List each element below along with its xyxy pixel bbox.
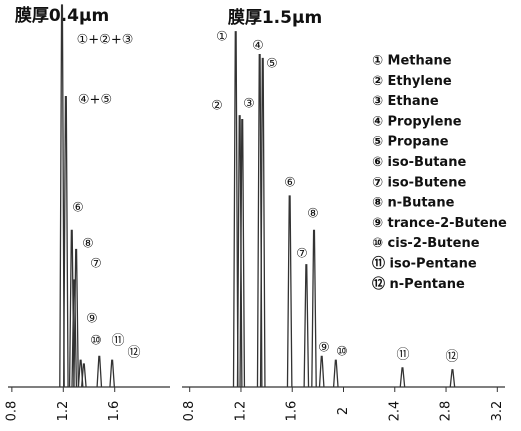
peak-label: ⑫ [445, 350, 458, 365]
legend-entry: ④ Propylene [372, 114, 462, 129]
x-tick-label: 1.6 [107, 401, 122, 422]
peak [311, 229, 317, 388]
x-tick-label: 3.2 [490, 401, 505, 422]
peak-label: ② [211, 99, 223, 114]
legend-entry: ⑪ iso-Pentane [372, 256, 477, 272]
peak [77, 359, 84, 388]
x-tick-label: 2 [336, 407, 351, 415]
peak-label: ⑦ [296, 247, 308, 262]
chart-title: 膜厚1.5μm [228, 7, 322, 28]
peak [71, 279, 78, 388]
peak [318, 355, 325, 388]
peak [232, 31, 239, 388]
peak-label: ⑪ [111, 334, 124, 349]
x-tick-label: 2.8 [439, 401, 454, 422]
peak-label: ⑧ [307, 207, 319, 222]
peak [73, 248, 79, 388]
legend-entry: ② Ethylene [372, 74, 452, 89]
peak-label: ①+②+③ [77, 33, 134, 48]
peak-label: ⑨ [86, 312, 98, 327]
x-tick-label: 0.8 [182, 401, 197, 422]
peak-label: ① [216, 30, 228, 45]
peak-label: ④ [252, 39, 264, 54]
legend-entry: ⑦ iso-Butene [372, 175, 467, 190]
peak-label: ⑥ [72, 201, 84, 216]
peak-label: ⑩ [90, 334, 102, 349]
peak [399, 367, 406, 388]
x-tick-label: 1.2 [56, 401, 71, 422]
legend-entry: ⑥ iso-Butane [372, 155, 466, 170]
peak [259, 57, 266, 388]
peak-label: ⑪ [396, 348, 409, 363]
legend-entry: ① Methane [372, 54, 452, 69]
peak-label: ⑨ [318, 341, 330, 356]
peak-label: ⑧ [82, 237, 94, 252]
peak-label: ④+⑤ [78, 93, 112, 108]
peak [63, 96, 69, 388]
peak [449, 369, 456, 388]
peak-label: ⑩ [336, 345, 348, 360]
peak [96, 355, 103, 388]
x-tick-label: 1.6 [285, 401, 300, 422]
peak-label: ⑫ [127, 346, 140, 361]
peak [239, 118, 246, 388]
legend-entry: ⑧ n-Butane [372, 196, 455, 211]
peak [303, 264, 310, 388]
peak [332, 359, 339, 388]
peak [59, 4, 65, 388]
peak [109, 359, 115, 388]
x-tick-label: 1.2 [233, 401, 248, 422]
legend-entry: ⑤ Propane [372, 135, 449, 150]
peak-label: ⑤ [266, 57, 278, 72]
x-tick-label: 0.8 [4, 401, 19, 422]
x-tick-label: 2.4 [387, 401, 402, 422]
peak-label: ⑥ [284, 176, 296, 191]
peak-label: ③ [243, 97, 255, 112]
legend-entry: ⑩ cis-2-Butene [372, 236, 480, 251]
legend-entry: ③ Ethane [372, 94, 439, 109]
legend-entry: ⑨ trance-2-Butene [372, 216, 507, 231]
peak [81, 363, 87, 388]
legend-entry: ⑫ n-Pentane [372, 276, 465, 292]
peak [286, 195, 293, 388]
peak-label: ⑦ [90, 257, 102, 272]
